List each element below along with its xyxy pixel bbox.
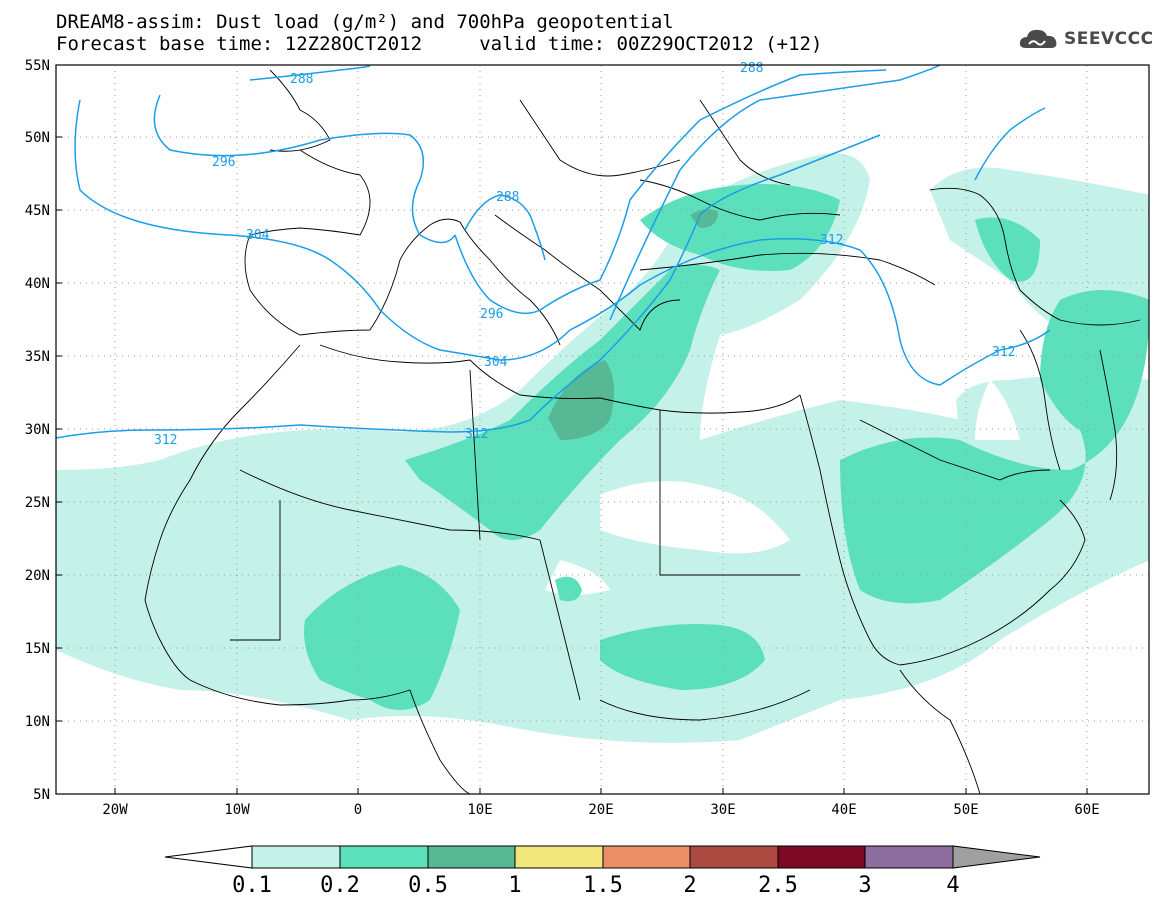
- colorbar-label: 0.1: [232, 873, 272, 898]
- colorbar-cell: [777, 845, 866, 869]
- graticule: [56, 65, 1149, 794]
- lat-label: 50N: [25, 130, 50, 146]
- lon-label: 10W: [224, 802, 250, 818]
- contour-label: 312: [992, 345, 1015, 360]
- lat-label: 15N: [25, 641, 50, 657]
- logo-text: SEEVCCC: [1064, 29, 1154, 49]
- contour-label: 312: [465, 427, 488, 442]
- colorbar-label: 1: [508, 873, 521, 898]
- colorbar-cell: [251, 845, 341, 869]
- map-subtitle: Forecast base time: 12Z28OCT2012 valid t…: [56, 33, 823, 55]
- colorbar-label: 4: [946, 873, 959, 898]
- colorbar-cell: [689, 845, 779, 869]
- contour-label: 288: [496, 190, 519, 205]
- lat-label: 30N: [25, 422, 50, 438]
- lat-label: 10N: [25, 714, 50, 730]
- lon-axis: 20W 10W 0 10E 20E 30E 40E 50E 60E: [102, 788, 1100, 818]
- map-title: DREAM8-assim: Dust load (g/m²) and 700hP…: [56, 11, 674, 33]
- colorbar-label: 0.5: [408, 873, 448, 898]
- colorbar-cell: [602, 845, 691, 869]
- lat-label: 25N: [25, 495, 50, 511]
- colorbar-cell: [514, 845, 604, 869]
- lat-label: 55N: [25, 58, 50, 74]
- lat-label: 20N: [25, 568, 50, 584]
- lon-label: 40E: [831, 802, 856, 818]
- lon-label: 10E: [467, 802, 492, 818]
- coastlines: [144, 69, 1141, 794]
- lat-label: 35N: [25, 349, 50, 365]
- contour-label: 296: [480, 307, 503, 322]
- colorbar-cell: [864, 845, 954, 869]
- lon-label: 50E: [953, 802, 978, 818]
- geopotential-contours: [56, 65, 1051, 439]
- lat-label: 40N: [25, 276, 50, 292]
- lat-label: 45N: [25, 203, 50, 219]
- cloud-icon: [1019, 29, 1057, 48]
- lon-label: 30E: [710, 802, 735, 818]
- contour-label: 296: [212, 155, 235, 170]
- contour-label: 312: [154, 433, 177, 448]
- colorbar-label: 2.5: [758, 873, 798, 898]
- colorbar: 0.1 0.2 0.5 1 1.5 2 2.5 3 4: [164, 845, 1041, 898]
- contour-label: 288: [740, 61, 763, 76]
- colorbar-label: 1.5: [583, 873, 623, 898]
- colorbar-label: 0.2: [320, 873, 360, 898]
- lon-label: 20E: [588, 802, 613, 818]
- contour-label: 312: [820, 233, 843, 248]
- lon-label: 0: [354, 802, 362, 818]
- colorbar-cell: [164, 845, 253, 869]
- contour-label: 304: [484, 355, 508, 370]
- colorbar-cell: [952, 845, 1041, 869]
- dust-fill-holes: [545, 380, 1020, 595]
- lon-label: 20W: [102, 802, 128, 818]
- contour-label: 304: [246, 228, 270, 243]
- seevccc-logo: SEEVCCC: [1018, 26, 1154, 52]
- colorbar-label: 3: [858, 873, 871, 898]
- colorbar-label: 2: [683, 873, 696, 898]
- contour-label: 288: [290, 72, 313, 87]
- lon-label: 60E: [1074, 802, 1099, 818]
- lat-label: 5N: [33, 787, 50, 803]
- colorbar-cell: [339, 845, 429, 869]
- lat-axis: 55N 50N 45N 40N 35N 30N 25N 20N 15N 10N …: [25, 58, 62, 803]
- colorbar-cell: [427, 845, 516, 869]
